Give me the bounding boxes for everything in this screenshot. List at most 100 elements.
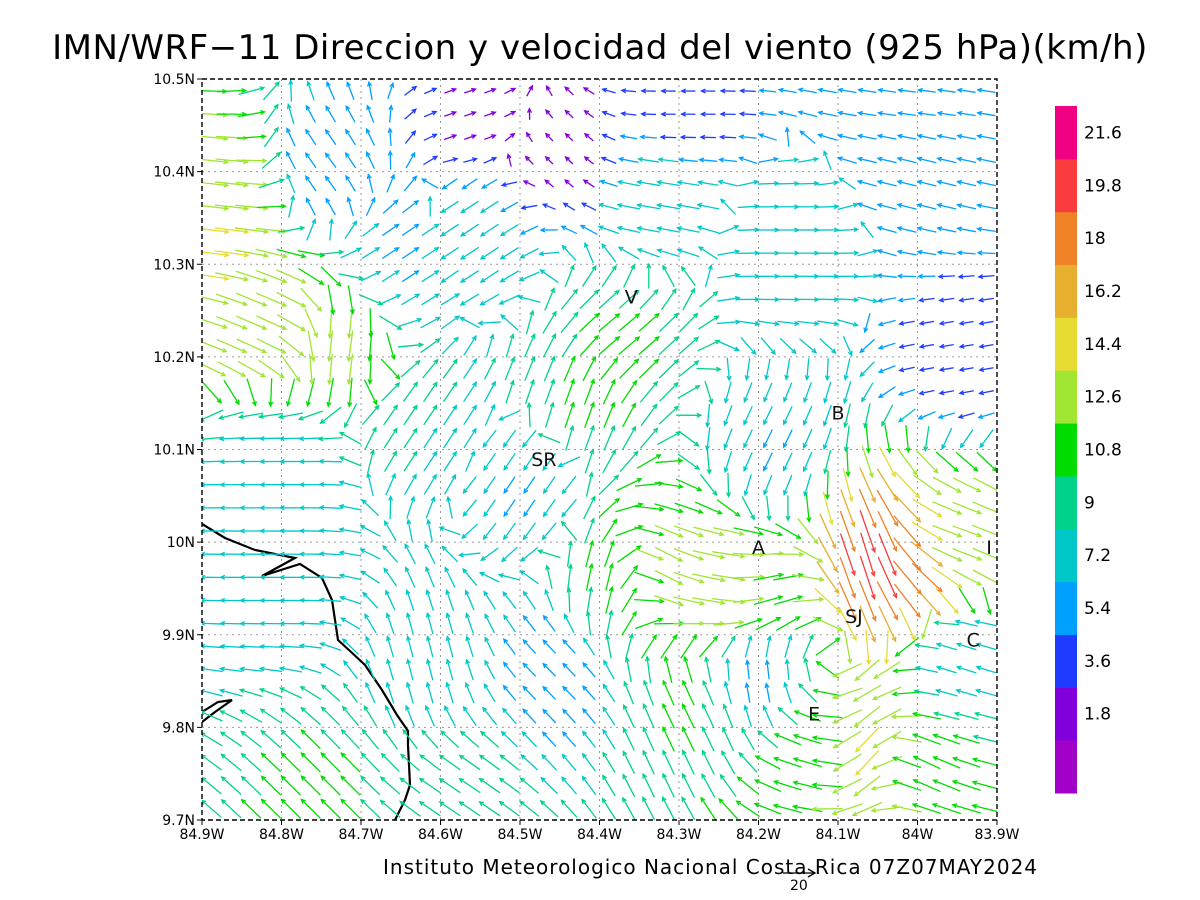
wind-arrow bbox=[520, 753, 539, 771]
wind-arrow bbox=[938, 297, 955, 303]
wind-arrow bbox=[483, 134, 497, 141]
x-tick-label: 83.9W bbox=[974, 827, 1019, 843]
wind-arrow bbox=[305, 104, 316, 123]
wind-arrow bbox=[655, 226, 680, 233]
wind-arrow bbox=[598, 335, 621, 356]
wind-arrow bbox=[977, 297, 994, 303]
wind-arrow bbox=[237, 360, 267, 378]
wind-arrow bbox=[478, 800, 501, 817]
wind-arrow bbox=[401, 246, 420, 260]
wind-arrow bbox=[758, 88, 777, 94]
wind-arrow bbox=[365, 635, 376, 657]
wind-arrow bbox=[340, 617, 361, 630]
wind-arrow bbox=[239, 551, 262, 557]
wind-arrow bbox=[542, 662, 557, 677]
wind-arrow bbox=[811, 758, 843, 766]
wind-arrow bbox=[239, 709, 263, 723]
wind-arrow bbox=[457, 552, 481, 558]
wind-arrow bbox=[584, 448, 595, 474]
wind-arrow bbox=[677, 157, 698, 163]
wind-arrow bbox=[544, 155, 554, 165]
wind-arrow bbox=[713, 527, 745, 536]
colorbar-label: 9 bbox=[1084, 493, 1095, 513]
wind-arrow bbox=[318, 574, 342, 580]
wind-arrow bbox=[425, 495, 436, 519]
wind-arrow bbox=[423, 381, 438, 403]
wind-arrow bbox=[581, 264, 597, 287]
wind-arrow bbox=[839, 533, 856, 577]
wind-arrow bbox=[443, 427, 458, 449]
wind-arrow bbox=[502, 522, 517, 541]
wind-arrow bbox=[300, 287, 323, 312]
wind-arrow bbox=[318, 249, 345, 256]
wind-arrow bbox=[952, 525, 983, 538]
wind-arrow bbox=[697, 339, 721, 352]
wind-arrow bbox=[682, 702, 695, 729]
wind-arrow bbox=[202, 381, 223, 404]
wind-arrow bbox=[682, 726, 695, 752]
wind-arrow bbox=[623, 703, 635, 728]
wind-arrow bbox=[363, 704, 378, 727]
wind-arrow bbox=[603, 539, 615, 568]
wind-arrow bbox=[763, 382, 773, 403]
wind-arrow bbox=[598, 497, 620, 518]
wind-arrow bbox=[958, 297, 975, 303]
wind-arrow bbox=[234, 249, 270, 258]
wind-arrow bbox=[679, 134, 696, 140]
wind-arrow bbox=[443, 134, 458, 141]
wind-arrow bbox=[582, 685, 596, 701]
wind-arrow bbox=[260, 798, 282, 819]
wind-arrow bbox=[931, 802, 962, 815]
wind-arrow bbox=[677, 385, 701, 399]
wind-arrow bbox=[622, 796, 636, 820]
wind-arrow bbox=[202, 799, 222, 818]
wind-arrow bbox=[524, 378, 535, 405]
wind-arrow bbox=[542, 614, 556, 632]
wind-arrow bbox=[638, 358, 660, 379]
wind-arrow bbox=[773, 733, 802, 746]
wind-arrow bbox=[959, 429, 974, 449]
wind-arrow bbox=[860, 220, 875, 239]
wind-arrow bbox=[662, 772, 675, 798]
wind-arrow bbox=[898, 320, 915, 326]
wind-arrow bbox=[298, 620, 322, 626]
colorbar-segment bbox=[1055, 528, 1077, 583]
wind-arrow bbox=[876, 179, 897, 187]
wind-arrow bbox=[462, 499, 477, 518]
wind-arrow bbox=[913, 474, 942, 496]
wind-arrow bbox=[599, 474, 620, 495]
wind-arrow bbox=[936, 226, 957, 233]
wind-arrow bbox=[438, 801, 461, 817]
wind-arrow bbox=[519, 225, 539, 235]
wind-arrow bbox=[654, 503, 685, 514]
wind-arrow bbox=[865, 629, 872, 666]
wind-arrow bbox=[298, 267, 325, 286]
wind-arrow bbox=[320, 798, 341, 819]
wind-arrow bbox=[615, 502, 644, 513]
wind-arrow bbox=[404, 108, 417, 120]
wind-arrow bbox=[458, 777, 481, 794]
wind-arrow bbox=[797, 110, 818, 118]
wind-arrow bbox=[446, 495, 453, 519]
wind-arrow bbox=[602, 683, 616, 703]
wind-arrow bbox=[503, 453, 516, 471]
wind-arrow bbox=[365, 150, 375, 170]
wind-arrow bbox=[837, 227, 860, 233]
wind-arrow bbox=[400, 359, 421, 378]
wind-arrow bbox=[951, 779, 981, 791]
footer-credit: Instituto Meteorologico Nacional Costa R… bbox=[383, 855, 1039, 879]
wind-arrow bbox=[219, 597, 243, 603]
x-tick-label: 84.3W bbox=[656, 827, 701, 843]
wind-arrow bbox=[602, 448, 616, 474]
wind-arrow bbox=[792, 780, 823, 790]
wind-arrow bbox=[380, 358, 401, 380]
wind-arrow bbox=[560, 520, 578, 541]
wind-arrow bbox=[802, 405, 813, 426]
wind-arrow bbox=[401, 223, 420, 236]
wind-arrow bbox=[402, 199, 420, 214]
wind-arrow bbox=[319, 406, 342, 425]
wind-arrow bbox=[624, 656, 632, 683]
wind-arrow bbox=[404, 130, 417, 144]
wind-arrow bbox=[642, 796, 656, 820]
wind-arrow bbox=[298, 597, 322, 603]
